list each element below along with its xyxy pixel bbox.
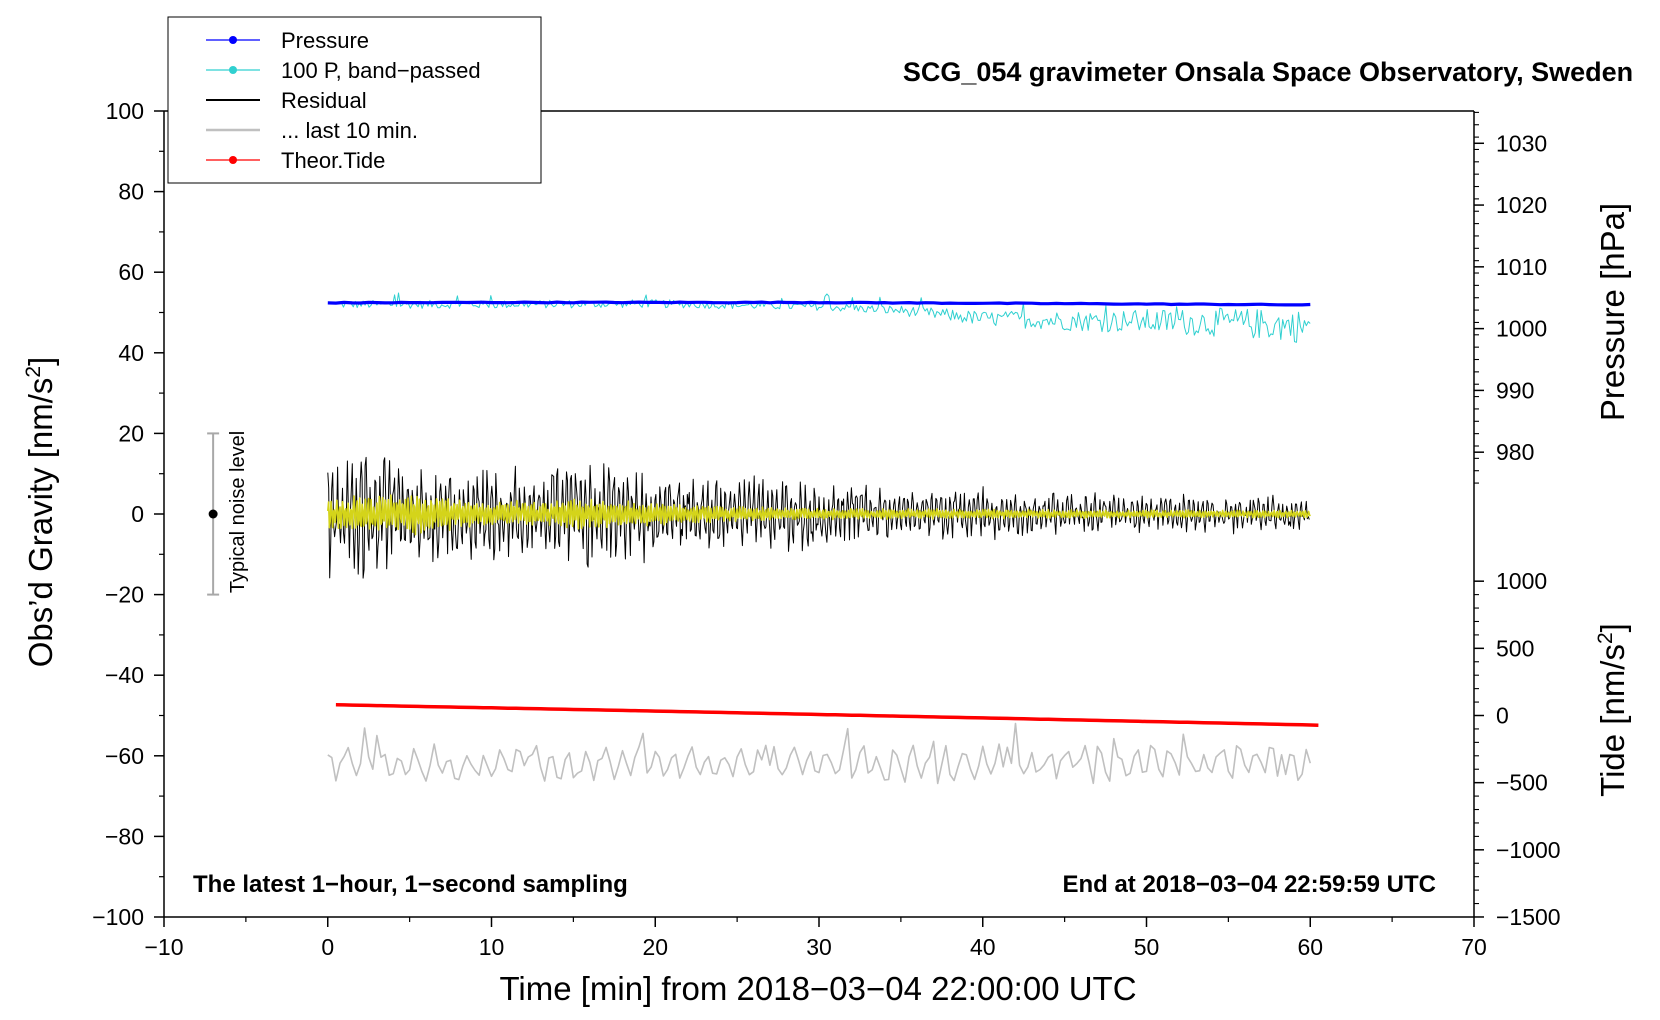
y-tick-label: 40 <box>118 340 144 366</box>
legend-marker-tide <box>229 156 237 164</box>
y-tick-label: 60 <box>118 259 144 285</box>
pressure-tick-label: 1020 <box>1496 192 1547 218</box>
pressure-tick-label: 990 <box>1496 377 1534 403</box>
tide-tick-label: 1000 <box>1496 568 1547 594</box>
chart-title: SCG_054 gravimeter Onsala Space Observat… <box>903 57 1633 87</box>
legend-item-pressure: Pressure <box>206 28 369 53</box>
legend-item-last10: ... last 10 min. <box>206 118 418 143</box>
noise-bar-label: Typical noise level <box>227 431 249 593</box>
tide-tick-label: −500 <box>1496 770 1548 796</box>
x-tick-label: 30 <box>806 934 832 960</box>
legend-label-pressure: Pressure <box>281 28 369 53</box>
legend-label-residual: Residual <box>281 88 367 113</box>
x-tick-label: 50 <box>1134 934 1160 960</box>
pressure-tick-label: 980 <box>1496 439 1534 465</box>
legend-marker-bandpassed <box>229 66 237 74</box>
legend-label-last10: ... last 10 min. <box>281 118 418 143</box>
tide-tick-label: −1500 <box>1496 904 1561 930</box>
y-tick-label: −20 <box>105 582 144 608</box>
tide-tick-label: 0 <box>1496 703 1509 729</box>
x-axis-title: Time [min] from 2018−03−04 22:00:00 UTC <box>499 970 1136 1007</box>
tide-tick-label: 500 <box>1496 635 1534 661</box>
y-axis-title-left: Obs’d Gravity [nm/s2] <box>22 357 59 668</box>
y-tick-label: −80 <box>105 823 144 849</box>
y-axis-title-tide: Tide [nm/s2] <box>1594 623 1631 797</box>
legend-item-tide: Theor.Tide <box>206 148 385 173</box>
legend: Pressure 100 P, band−passed Residual ...… <box>167 16 542 184</box>
series-last10-line <box>327 722 1312 785</box>
legend-label-bandpassed: 100 P, band−passed <box>281 58 481 83</box>
y-axis-title-pressure: Pressure [hPa] <box>1594 203 1631 421</box>
legend-item-bandpassed: 100 P, band−passed <box>206 58 481 83</box>
y-tick-label: −60 <box>105 743 144 769</box>
pressure-tick-label: 1030 <box>1496 130 1547 156</box>
series-pressure-line <box>327 300 1311 307</box>
legend-item-residual: Residual <box>206 88 367 113</box>
pressure-tick-label: 1010 <box>1496 254 1547 280</box>
axes-layer: −10 0 10 20 30 40 50 60 70−100−80−60−40−20020406… <box>92 98 1560 960</box>
series-layer <box>327 292 1319 785</box>
pressure-tick-label: 1000 <box>1496 316 1547 342</box>
x-tick-label: 0 <box>321 934 334 960</box>
y-tick-label: −40 <box>105 662 144 688</box>
y-tick-label: 100 <box>106 98 144 124</box>
tide-tick-label: −1000 <box>1496 837 1561 863</box>
annotation-sampling: The latest 1−hour, 1−second sampling <box>193 871 628 898</box>
y-tick-label: −100 <box>92 904 144 930</box>
y-tick-label: 0 <box>131 501 144 527</box>
x-tick-label: 20 <box>642 934 668 960</box>
x-tick-label: 10 <box>479 934 505 960</box>
legend-marker-pressure <box>229 36 237 44</box>
x-tick-label: 40 <box>970 934 996 960</box>
x-tick-label: 60 <box>1297 934 1323 960</box>
legend-label-tide: Theor.Tide <box>281 148 385 173</box>
x-tick-label: 70 <box>1461 934 1487 960</box>
series-tide-line <box>335 703 1319 727</box>
series-residual-line <box>327 456 1310 579</box>
y-tick-label: 80 <box>118 179 144 205</box>
y-tick-label: 20 <box>118 420 144 446</box>
series-residual-smoothed-line <box>327 494 1311 536</box>
annotation-end-time: End at 2018−03−04 22:59:59 UTC <box>1062 871 1436 898</box>
noise-bar-dot <box>208 509 218 519</box>
noise-level-indicator: Typical noise level <box>207 431 249 596</box>
x-tick-label: −10 <box>144 934 183 960</box>
